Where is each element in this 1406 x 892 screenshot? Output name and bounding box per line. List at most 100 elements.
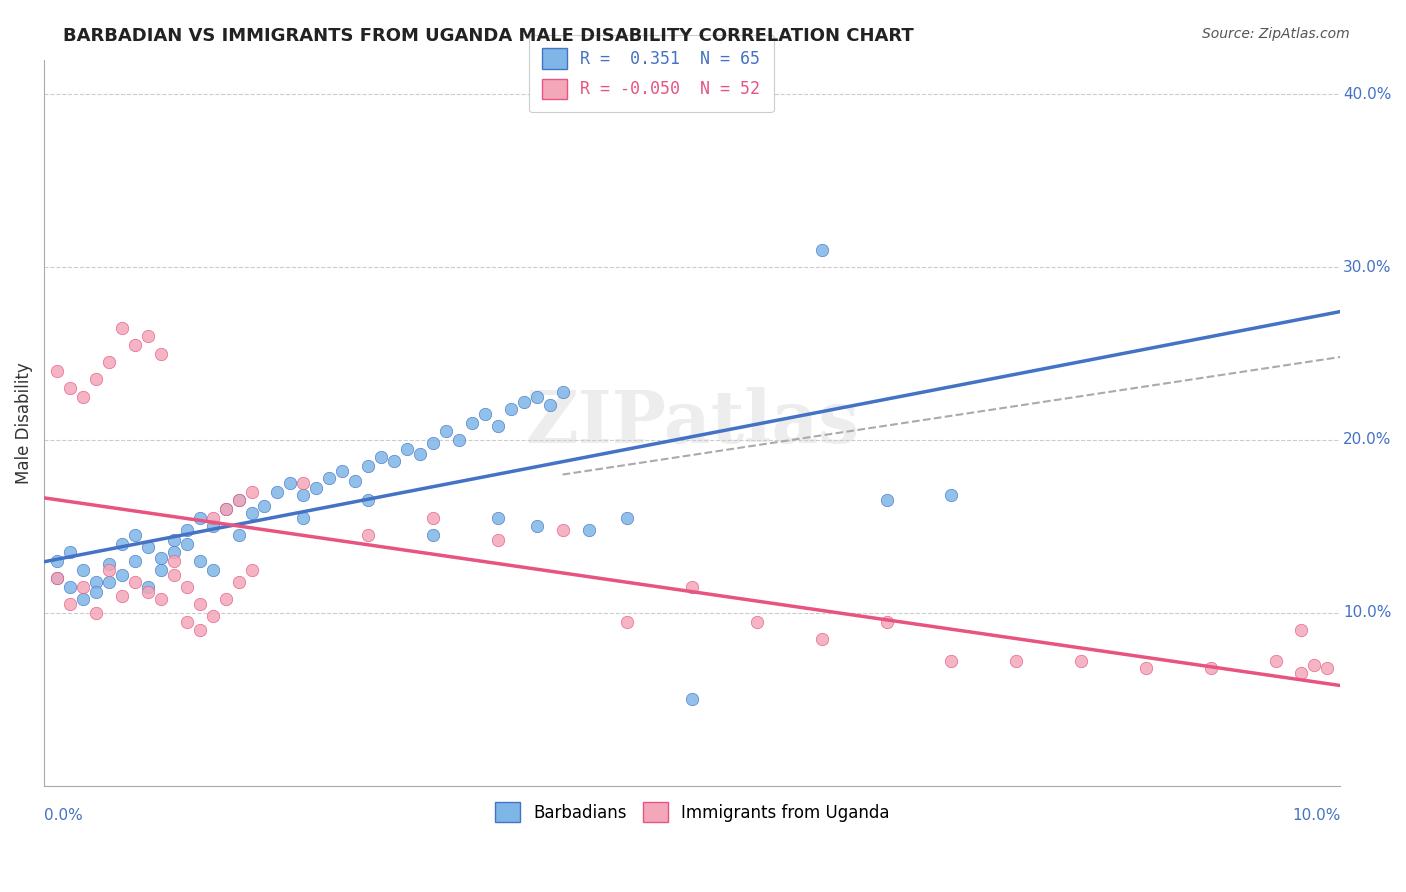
Point bbox=[292, 476, 315, 491]
Point bbox=[292, 510, 315, 524]
Point bbox=[84, 574, 107, 589]
Point bbox=[941, 488, 963, 502]
Point bbox=[163, 554, 186, 568]
Point bbox=[318, 471, 340, 485]
Point bbox=[941, 654, 963, 668]
Point bbox=[422, 510, 444, 524]
Point bbox=[136, 329, 159, 343]
Text: Source: ZipAtlas.com: Source: ZipAtlas.com bbox=[1202, 27, 1350, 41]
Point bbox=[357, 493, 380, 508]
Point bbox=[434, 425, 457, 439]
Point bbox=[136, 585, 159, 599]
Point bbox=[1291, 623, 1313, 637]
Text: 40.0%: 40.0% bbox=[1343, 87, 1392, 102]
Text: ZIPatlas: ZIPatlas bbox=[526, 387, 859, 458]
Point bbox=[578, 523, 600, 537]
Point bbox=[163, 545, 186, 559]
Point bbox=[876, 493, 898, 508]
Point bbox=[149, 550, 172, 565]
Point bbox=[526, 519, 548, 533]
Point bbox=[1199, 661, 1222, 675]
Point bbox=[1070, 654, 1092, 668]
Point bbox=[97, 558, 120, 572]
Point bbox=[46, 571, 69, 585]
Point bbox=[253, 499, 276, 513]
Point bbox=[396, 442, 419, 456]
Point bbox=[1291, 666, 1313, 681]
Point bbox=[240, 484, 263, 499]
Point bbox=[111, 589, 134, 603]
Point bbox=[538, 398, 561, 412]
Point bbox=[266, 484, 288, 499]
Point bbox=[97, 563, 120, 577]
Point bbox=[447, 433, 470, 447]
Point bbox=[124, 574, 146, 589]
Point bbox=[240, 563, 263, 577]
Point bbox=[149, 346, 172, 360]
Point bbox=[292, 488, 315, 502]
Text: 10.0%: 10.0% bbox=[1292, 807, 1340, 822]
Text: 10.0%: 10.0% bbox=[1343, 606, 1392, 620]
Point bbox=[124, 554, 146, 568]
Point bbox=[811, 243, 834, 257]
Point bbox=[72, 580, 94, 594]
Point bbox=[59, 381, 82, 395]
Point bbox=[46, 364, 69, 378]
Point bbox=[111, 537, 134, 551]
Text: 20.0%: 20.0% bbox=[1343, 433, 1392, 448]
Point bbox=[72, 592, 94, 607]
Point bbox=[124, 528, 146, 542]
Point bbox=[176, 615, 198, 629]
Text: 30.0%: 30.0% bbox=[1343, 260, 1392, 275]
Point bbox=[201, 519, 224, 533]
Point bbox=[84, 372, 107, 386]
Point bbox=[551, 523, 574, 537]
Point bbox=[486, 419, 509, 434]
Point bbox=[149, 563, 172, 577]
Point bbox=[486, 533, 509, 548]
Point bbox=[1303, 657, 1326, 672]
Point bbox=[526, 390, 548, 404]
Point bbox=[616, 615, 638, 629]
Point bbox=[461, 416, 484, 430]
Point bbox=[59, 597, 82, 611]
Point bbox=[228, 493, 250, 508]
Point bbox=[681, 580, 703, 594]
Point bbox=[176, 523, 198, 537]
Point bbox=[188, 623, 211, 637]
Point bbox=[305, 482, 328, 496]
Point bbox=[59, 580, 82, 594]
Point bbox=[72, 563, 94, 577]
Point bbox=[422, 436, 444, 450]
Point bbox=[228, 574, 250, 589]
Point bbox=[499, 401, 522, 416]
Point bbox=[214, 592, 236, 607]
Point bbox=[84, 606, 107, 620]
Point bbox=[280, 476, 302, 491]
Point bbox=[228, 528, 250, 542]
Text: BARBADIAN VS IMMIGRANTS FROM UGANDA MALE DISABILITY CORRELATION CHART: BARBADIAN VS IMMIGRANTS FROM UGANDA MALE… bbox=[63, 27, 914, 45]
Point bbox=[136, 580, 159, 594]
Point bbox=[1135, 661, 1157, 675]
Point bbox=[382, 454, 405, 468]
Text: 0.0%: 0.0% bbox=[44, 807, 83, 822]
Point bbox=[201, 563, 224, 577]
Point bbox=[876, 615, 898, 629]
Point bbox=[149, 592, 172, 607]
Point bbox=[512, 395, 534, 409]
Point bbox=[188, 597, 211, 611]
Point bbox=[409, 447, 432, 461]
Point bbox=[84, 585, 107, 599]
Point bbox=[745, 615, 768, 629]
Point bbox=[163, 567, 186, 582]
Point bbox=[370, 450, 392, 465]
Point bbox=[201, 609, 224, 624]
Point bbox=[124, 338, 146, 352]
Point bbox=[176, 537, 198, 551]
Point bbox=[214, 502, 236, 516]
Point bbox=[163, 533, 186, 548]
Point bbox=[422, 528, 444, 542]
Point bbox=[97, 574, 120, 589]
Point bbox=[111, 567, 134, 582]
Point bbox=[240, 506, 263, 520]
